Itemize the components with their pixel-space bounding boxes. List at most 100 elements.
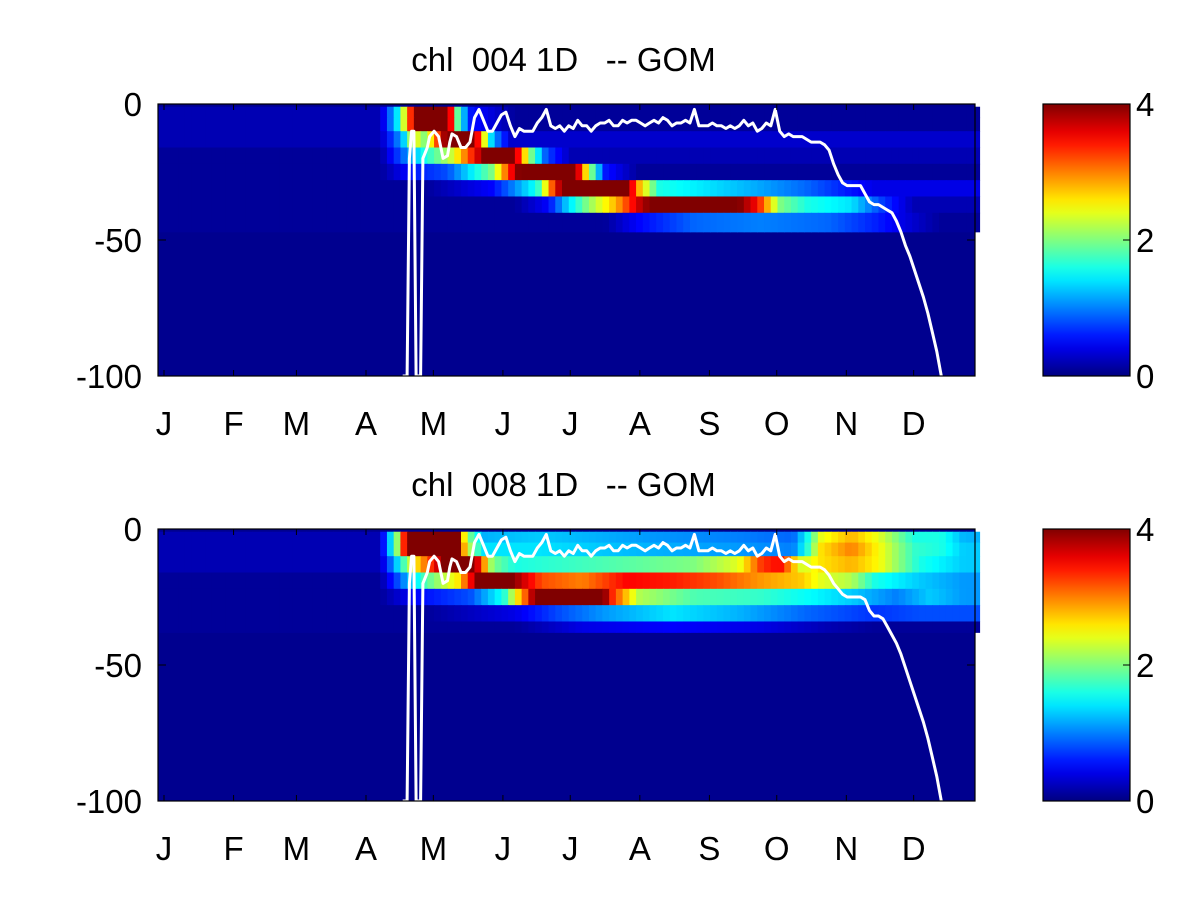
heatmap-cell-l6-d73 (319, 196, 327, 214)
heatmap-cell-l5-d211 (629, 180, 637, 197)
heatmap-cell-l3-d4 (164, 572, 173, 590)
heatmap-cell-l3-d19 (198, 572, 206, 590)
heatmap-cell-l6-d277 (777, 621, 785, 633)
x-tick-label: J (495, 830, 512, 867)
heatmap-cell-l1-d349 (939, 542, 947, 557)
heatmap-cell-l6-d274 (770, 196, 779, 214)
heatmap-cell-l7-d232 (676, 212, 684, 233)
heatmap-cell-l7-d304 (838, 212, 846, 233)
heatmap-cell-l1-d37 (238, 117, 247, 132)
heatmap-cell-l5-d361 (966, 180, 974, 197)
heatmap-cell-l1-d187 (575, 117, 583, 132)
heatmap-cell-l1-d337 (912, 542, 920, 557)
heatmap-cell-l2-d301 (831, 131, 839, 149)
heatmap-cell-l3-d178 (555, 572, 563, 590)
heatmap-cell-l5-d151 (494, 180, 503, 197)
heatmap-cell-l4-d364 (972, 163, 981, 181)
heatmap-cell-l0-d193 (588, 106, 597, 119)
heatmap-cell-l2-d31 (225, 131, 233, 149)
heatmap-cell-l3-d67 (306, 572, 314, 590)
heatmap-cell-l0-d67 (306, 106, 314, 119)
heatmap-cell-l1-d10 (178, 117, 186, 132)
heatmap-cell-l7-d133 (454, 212, 462, 233)
heatmap-cell-l3-d16 (191, 147, 199, 165)
heatmap-cell-l0-d220 (649, 106, 657, 119)
heatmap-cell-l7-d343 (925, 212, 933, 233)
heatmap-cell-l3-d286 (797, 147, 806, 165)
heatmap-cell-l2-d4 (164, 556, 173, 574)
heatmap-cell-l4-d94 (366, 588, 375, 606)
heatmap-cell-l0-d46 (259, 106, 267, 119)
heatmap-cell-l4-d340 (918, 163, 927, 181)
heatmap-cell-l4-d199 (602, 588, 610, 606)
heatmap-cell-l7-d298 (824, 212, 832, 233)
heatmap-cell-l3-d262 (743, 572, 752, 590)
heatmap-cell-l5-d292 (811, 180, 819, 197)
heatmap-cell-l4-d97 (373, 588, 381, 606)
heatmap-cell-l0-d259 (737, 531, 745, 544)
heatmap-cell-l2-d34 (232, 556, 240, 574)
heatmap-cell-l2-d211 (629, 556, 637, 574)
heatmap-cell-l6-d49 (265, 621, 274, 633)
heatmap-cell-l4-d202 (609, 588, 617, 606)
heatmap-cell-l6-d118 (420, 621, 428, 633)
heatmap-cell-l7-d70 (312, 212, 321, 233)
heatmap-cell-l3-d52 (272, 147, 280, 165)
heatmap-cell-l1-d40 (245, 117, 253, 132)
heatmap-cell-l1-d256 (730, 542, 738, 557)
heatmap-cell-l7-d259 (737, 212, 745, 233)
heatmap-cell-l7-d34 (232, 212, 240, 233)
heatmap-cell-l2-d94 (366, 131, 375, 149)
heatmap-cell-l0-d196 (595, 106, 604, 119)
heatmap-cell-l7-d37 (238, 212, 247, 233)
heatmap-cell-l3-d169 (535, 147, 543, 165)
heatmap-cell-l4-d166 (528, 163, 536, 181)
heatmap-cell-l3-d244 (703, 572, 711, 590)
heatmap-cell-l1-d220 (649, 117, 657, 132)
heatmap-cell-l3-d253 (723, 147, 731, 165)
heatmap-cell-l5-d190 (582, 605, 590, 622)
heatmap-cell-l2-d220 (649, 556, 657, 574)
heatmap-cell-l4-d25 (211, 163, 220, 181)
heatmap-cell-l6-d211 (629, 621, 637, 633)
heatmap-cell-l7-d175 (548, 212, 556, 233)
heatmap-cell-l5-d226 (663, 180, 671, 197)
heatmap-cell-l6-d58 (285, 196, 294, 214)
heatmap-cell-l1-d91 (360, 542, 368, 557)
heatmap-cell-l2-d79 (333, 131, 341, 149)
heatmap-cell-l5-d196 (595, 180, 604, 197)
heatmap-cell-l4-d55 (279, 163, 287, 181)
heatmap-cell-l5-d43 (252, 180, 260, 197)
heatmap-cell-l1-d106 (393, 117, 401, 132)
heatmap-cell-l1-d238 (689, 542, 698, 557)
heatmap-cell-l6-d352 (945, 621, 954, 633)
heatmap-cell-l4-d121 (427, 588, 435, 606)
y-tick-label: 0 (124, 86, 142, 123)
heatmap-cell-l4-d205 (615, 163, 624, 181)
heatmap-cell-l5-d229 (669, 180, 678, 197)
heatmap-cell-l1-d334 (905, 117, 913, 132)
heatmap-cell-l2-d298 (824, 131, 832, 149)
heatmap-cell-l5-d271 (764, 180, 772, 197)
heatmap-cell-l6-d73 (319, 621, 327, 633)
heatmap-cell-l3-d295 (817, 572, 826, 590)
heatmap-cell-l1-d292 (811, 542, 819, 557)
heatmap-cell-l0-d193 (588, 531, 597, 544)
heatmap-cell-l5-d226 (663, 605, 671, 622)
heatmap-cell-l6-d259 (737, 621, 745, 633)
heatmap-cell-l3-d328 (891, 147, 900, 165)
heatmap-cell-l1-d253 (723, 542, 731, 557)
heatmap-cell-l6-d61 (292, 196, 300, 214)
heatmap-cell-l0-d256 (730, 106, 738, 119)
heatmap-cell-l5-d355 (952, 605, 960, 622)
heatmap-cell-l6-d286 (797, 196, 806, 214)
heatmap-cell-l7-d235 (683, 212, 691, 233)
heatmap-cell-l3-d64 (299, 572, 307, 590)
heatmap-cell-l5-d331 (898, 605, 907, 622)
heatmap-cell-l2-d331 (898, 556, 907, 574)
heatmap-cell-l4-d67 (306, 588, 314, 606)
heatmap-cell-l5-d286 (797, 180, 806, 197)
heatmap-cell-l5-d175 (548, 605, 556, 622)
heatmap-cell-l6-d286 (797, 621, 806, 633)
heatmap-cell-l0-d343 (925, 531, 933, 544)
